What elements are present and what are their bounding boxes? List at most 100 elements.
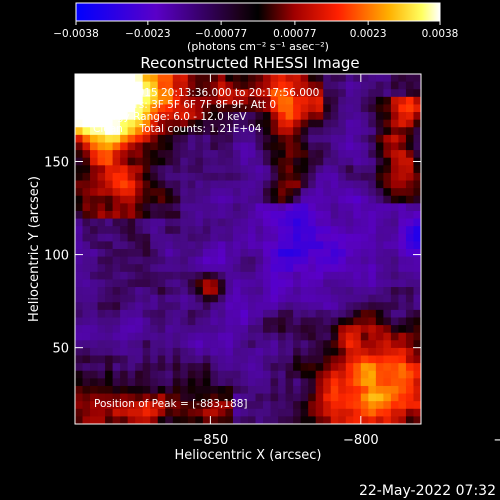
heatmap-cell <box>360 180 369 189</box>
heatmap-cell <box>398 134 407 144</box>
heatmap-cell <box>255 340 264 349</box>
heatmap-cell <box>360 393 369 402</box>
heatmap-cell <box>338 317 347 326</box>
heatmap-cell <box>248 355 257 364</box>
heatmap-cell <box>413 264 421 273</box>
heatmap-cell <box>263 142 272 151</box>
heatmap-cell <box>225 241 234 250</box>
heatmap-cell <box>315 226 324 235</box>
heatmap-cell <box>97 218 106 227</box>
heatmap-cell <box>202 378 211 387</box>
heatmap-cell <box>150 393 159 402</box>
heatmap-cell <box>308 264 317 273</box>
heatmap-cell <box>390 119 400 128</box>
heatmap-cell <box>413 385 421 395</box>
heatmap-cell <box>405 150 415 159</box>
heatmap-cell <box>75 112 84 121</box>
heatmap-cell <box>248 271 257 281</box>
heatmap-cell <box>97 302 106 311</box>
heatmap-cell <box>248 302 257 311</box>
heatmap-cell <box>323 264 332 273</box>
heatmap-cell <box>270 81 279 90</box>
heatmap-cell <box>157 271 166 281</box>
heatmap-cell <box>120 347 129 357</box>
heatmap-cell <box>368 355 377 364</box>
heatmap-cell <box>330 309 339 319</box>
heatmap-cell <box>360 302 369 311</box>
heatmap-cell <box>120 210 129 220</box>
heatmap-cell <box>375 89 384 98</box>
heatmap-cell <box>120 279 129 288</box>
heatmap-cell <box>405 347 415 357</box>
heatmap-cell <box>97 332 106 341</box>
heatmap-cell <box>345 340 354 349</box>
heatmap-cell <box>217 233 227 242</box>
heatmap-cell <box>315 104 324 113</box>
heatmap-cell <box>285 309 294 319</box>
heatmap-cell <box>225 363 234 372</box>
heatmap-cell <box>165 355 174 364</box>
heatmap-cell <box>360 355 369 364</box>
heatmap-cell <box>405 363 415 372</box>
heatmap-cell <box>217 378 227 387</box>
heatmap-cell <box>240 340 249 349</box>
heatmap-cell <box>112 332 121 341</box>
heatmap-cell <box>353 89 362 98</box>
heatmap-cell <box>308 393 317 402</box>
heatmap-cell <box>413 393 421 402</box>
heatmap-cell <box>360 226 369 235</box>
heatmap-cell <box>135 142 144 151</box>
heatmap-cell <box>97 104 106 113</box>
heatmap-cell <box>232 332 242 341</box>
heatmap-cell <box>105 195 114 204</box>
heatmap-cell <box>157 279 166 288</box>
heatmap-cell <box>217 180 227 189</box>
heatmap-cell <box>353 393 362 402</box>
heatmap-cell <box>135 385 144 395</box>
heatmap-cell <box>82 287 91 296</box>
heatmap-cell <box>105 150 114 159</box>
heatmap-cell <box>112 241 121 250</box>
heatmap-cell <box>195 325 204 334</box>
heatmap-cell <box>338 226 347 235</box>
heatmap-cell <box>120 81 129 90</box>
heatmap-cell <box>278 112 287 121</box>
heatmap-cell <box>390 74 400 83</box>
heatmap-cell <box>293 157 302 166</box>
heatmap-cell <box>75 271 84 281</box>
heatmap-cell <box>308 347 317 357</box>
heatmap-cell <box>353 408 362 417</box>
heatmap-cell <box>82 264 91 273</box>
heatmap-cell <box>202 271 211 281</box>
heatmap-cell <box>323 210 332 220</box>
heatmap-cell <box>293 347 302 357</box>
heatmap-cell <box>270 157 279 166</box>
heatmap-cell <box>375 332 384 341</box>
heatmap-cell <box>285 325 294 334</box>
heatmap-image <box>75 74 421 424</box>
heatmap-cell <box>142 355 151 364</box>
heatmap-cell <box>270 271 279 281</box>
heatmap-cell <box>293 96 302 106</box>
heatmap-cell <box>308 287 317 296</box>
heatmap-cell <box>278 279 287 288</box>
heatmap-cell <box>210 180 219 189</box>
heatmap-cell <box>127 370 136 379</box>
heatmap-cell <box>105 264 114 273</box>
heatmap-cell <box>90 188 99 197</box>
heatmap-cell <box>255 218 264 227</box>
heatmap-cell <box>345 302 354 311</box>
heatmap-cell <box>172 370 181 379</box>
heatmap-cell <box>172 112 181 121</box>
heatmap-cell <box>345 104 354 113</box>
heatmap-cell <box>375 271 384 281</box>
heatmap-cell <box>293 393 302 402</box>
heatmap-cell <box>338 309 347 319</box>
heatmap-cell <box>255 416 264 424</box>
heatmap-cell <box>97 325 106 334</box>
heatmap-cell <box>202 134 211 144</box>
heatmap-cell <box>300 302 309 311</box>
heatmap-cell <box>360 188 369 197</box>
heatmap-cell <box>270 89 279 98</box>
heatmap-cell <box>368 233 377 242</box>
